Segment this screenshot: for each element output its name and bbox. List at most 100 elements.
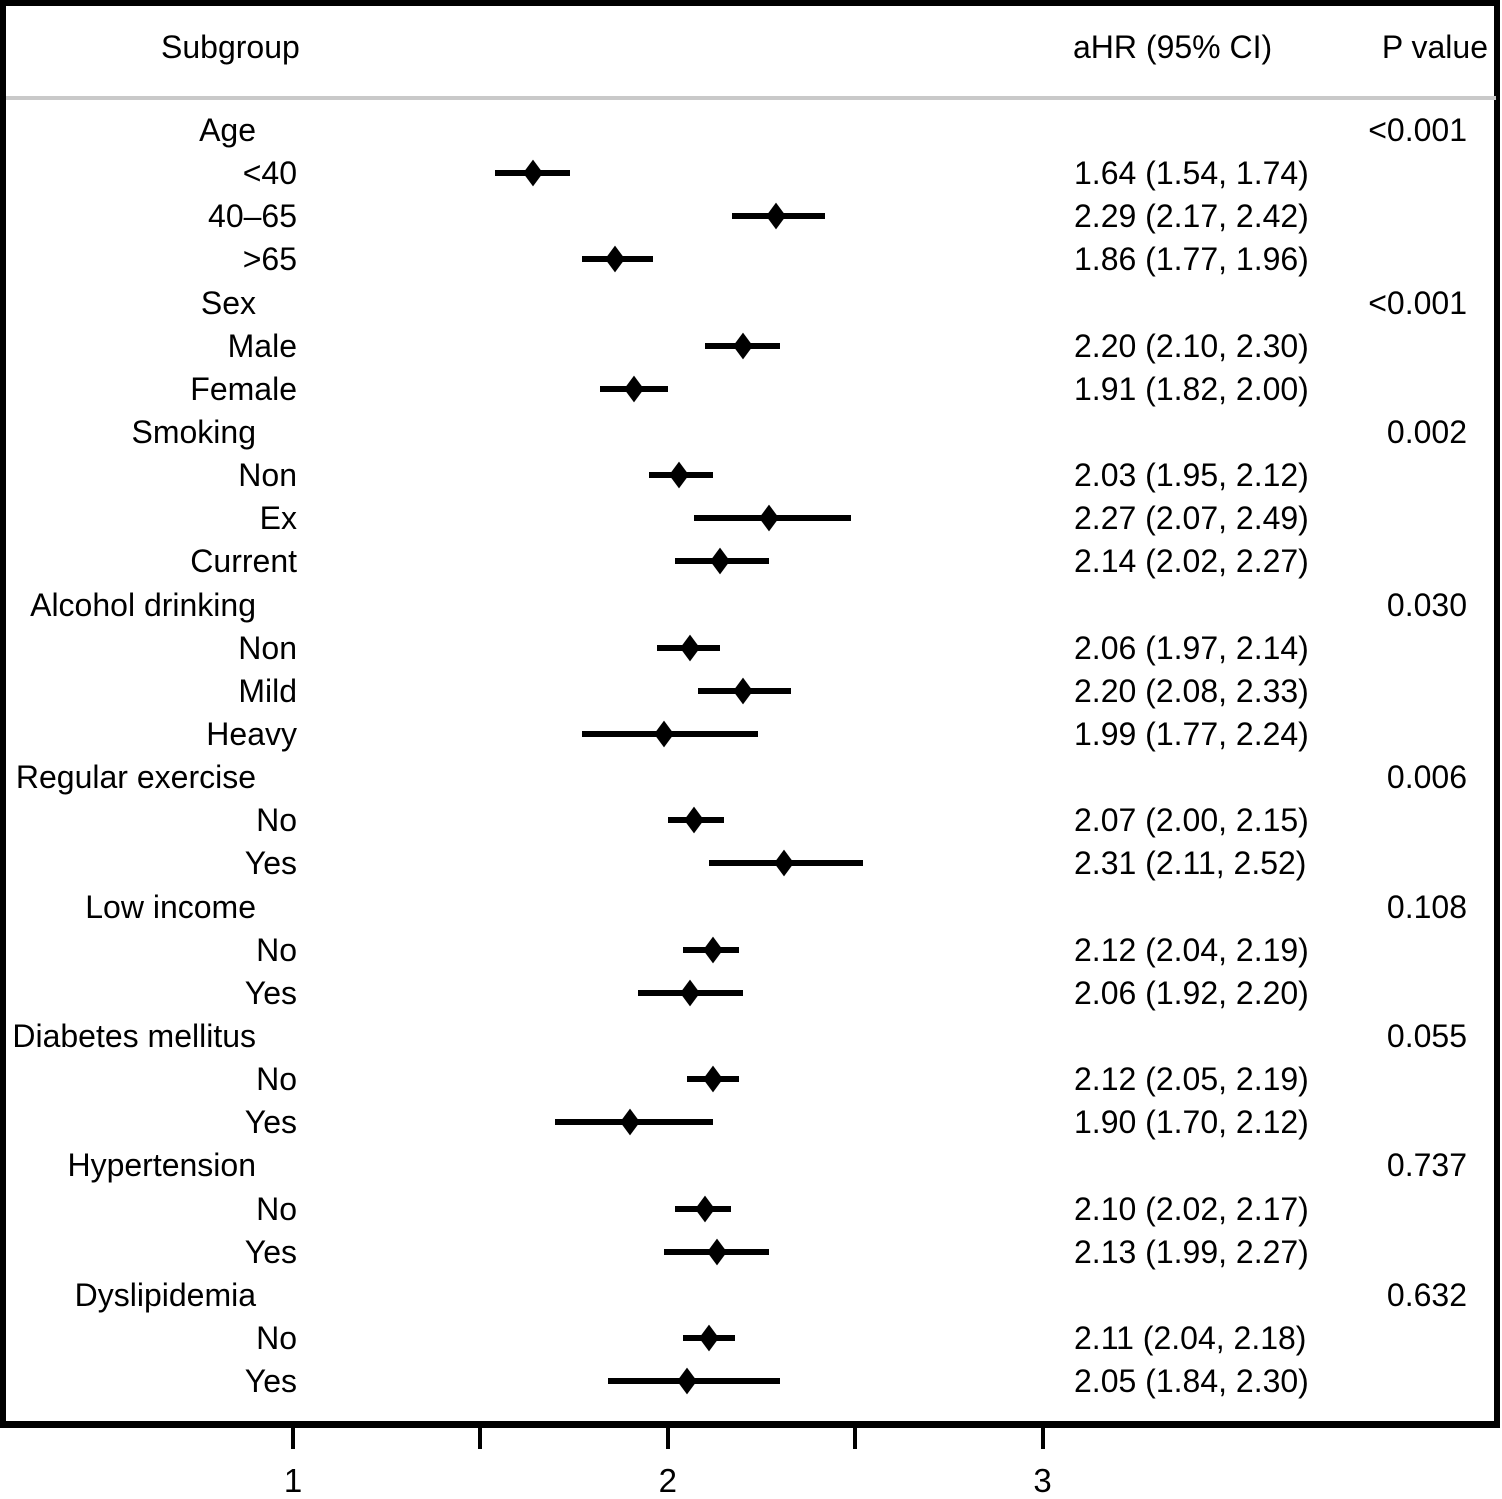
item-label: No: [256, 1319, 297, 1356]
estimate-diamond: [702, 1065, 723, 1093]
group-row: Low income 0.108: [0, 886, 1502, 928]
ahr-value: 2.27 (2.07, 2.49): [1074, 500, 1309, 537]
x-axis-tick-label: 2: [658, 1462, 677, 1499]
item-row: Male 2.20 (2.10, 2.30): [0, 325, 1502, 367]
p-value: 0.055: [1386, 1017, 1467, 1054]
group-label: Age: [199, 112, 256, 148]
item-row: No 2.10 (2.02, 2.17): [0, 1188, 1502, 1230]
group-row: Dyslipidemia 0.632: [0, 1274, 1502, 1316]
p-value: 0.030: [1386, 586, 1467, 623]
item-row: Yes 2.13 (1.99, 2.27): [0, 1231, 1502, 1273]
item-label: No: [256, 1190, 297, 1227]
item-label: Female: [190, 370, 297, 407]
item-row: Mild 2.20 (2.08, 2.33): [0, 670, 1502, 712]
ahr-value: 2.12 (2.05, 2.19): [1074, 1061, 1309, 1097]
item-label: Yes: [244, 1233, 297, 1270]
item-label: Yes: [244, 1363, 297, 1399]
ahr-value: 1.90 (1.70, 2.12): [1074, 1104, 1309, 1141]
x-axis-tick: [478, 1428, 483, 1449]
item-label: Yes: [244, 1104, 297, 1141]
item-label: Non: [238, 457, 297, 494]
estimate-diamond: [710, 548, 731, 575]
group-label: Regular exercise: [15, 759, 256, 796]
ahr-value: 2.10 (2.02, 2.17): [1074, 1190, 1309, 1227]
item-label: 40–65: [208, 198, 297, 235]
group-row: Regular exercise 0.006: [0, 756, 1502, 798]
estimate-diamond: [766, 202, 787, 230]
column-header-pvalue: P value: [1381, 29, 1488, 65]
estimate-diamond: [676, 1367, 697, 1395]
ahr-value: 2.07 (2.00, 2.15): [1074, 802, 1309, 839]
group-row: Sex <0.001: [0, 282, 1502, 324]
item-label: >65: [242, 241, 297, 278]
ahr-value: 2.06 (1.92, 2.20): [1074, 974, 1309, 1011]
x-axis-tick-label: 1: [283, 1462, 303, 1499]
group-label: Hypertension: [67, 1147, 256, 1184]
estimate-diamond: [620, 1108, 641, 1136]
column-header-ahr-ci: aHR (95% CI): [1073, 29, 1273, 65]
item-label: No: [256, 802, 297, 839]
ahr-value: 2.13 (1.99, 2.27): [1074, 1233, 1309, 1270]
x-axis-tick: [1040, 1428, 1045, 1449]
ahr-value: 2.03 (1.95, 2.12): [1074, 457, 1309, 494]
item-row: <40 1.64 (1.54, 1.74): [0, 152, 1502, 194]
p-value: 0.002: [1386, 414, 1467, 450]
item-label: Current: [190, 543, 297, 580]
estimate-diamond: [732, 677, 753, 705]
ahr-value: 2.29 (2.17, 2.42): [1074, 198, 1309, 235]
estimate-diamond: [624, 375, 644, 403]
item-label: Yes: [244, 974, 297, 1011]
ahr-value: 2.14 (2.02, 2.27): [1074, 543, 1309, 580]
ahr-value: 2.06 (1.97, 2.14): [1074, 629, 1309, 666]
ahr-value: 2.20 (2.08, 2.33): [1074, 672, 1309, 709]
estimate-diamond: [680, 634, 701, 662]
item-row: >65 1.86 (1.77, 1.96): [0, 238, 1502, 280]
group-label: Low income: [85, 888, 256, 925]
ahr-value: 2.05 (1.84, 2.30): [1074, 1363, 1309, 1399]
estimate-diamond: [758, 504, 779, 532]
item-row: No 2.12 (2.04, 2.19): [0, 929, 1502, 971]
x-axis-tick-label: 3: [1033, 1462, 1052, 1499]
ahr-value: 2.20 (2.10, 2.30): [1074, 327, 1309, 364]
estimate-diamond: [695, 1195, 716, 1222]
p-value: <0.001: [1368, 112, 1467, 148]
group-row: Diabetes mellitus 0.055: [0, 1015, 1502, 1057]
p-value: 0.006: [1386, 759, 1467, 796]
estimate-diamond: [684, 806, 704, 834]
p-value: 0.632: [1386, 1276, 1467, 1313]
estimate-diamond: [605, 246, 626, 273]
p-value: 0.737: [1386, 1147, 1467, 1184]
item-label: Yes: [244, 845, 297, 882]
item-label: Non: [238, 629, 297, 666]
x-axis-tick: [665, 1428, 670, 1449]
item-row: Yes 2.05 (1.84, 2.30): [0, 1360, 1502, 1402]
p-value: 0.108: [1386, 888, 1467, 925]
ahr-value: 2.11 (2.04, 2.18): [1074, 1319, 1307, 1356]
item-label: No: [256, 1061, 297, 1097]
item-row: Yes 2.31 (2.11, 2.52): [0, 842, 1502, 884]
item-row: Non 2.03 (1.95, 2.12): [0, 454, 1502, 496]
group-label: Alcohol drinking: [30, 586, 256, 623]
estimate-diamond: [706, 1238, 727, 1265]
ahr-value: 1.64 (1.54, 1.74): [1074, 155, 1309, 192]
ahr-value: 1.86 (1.77, 1.96): [1074, 241, 1309, 278]
x-axis-tick: [853, 1428, 858, 1449]
estimate-diamond: [522, 159, 543, 187]
item-label: Male: [227, 327, 297, 364]
item-label: Heavy: [206, 715, 297, 752]
group-row: Smoking 0.002: [0, 411, 1502, 453]
item-row: Yes 1.90 (1.70, 2.12): [0, 1101, 1502, 1143]
estimate-diamond: [699, 1324, 719, 1352]
group-label: Smoking: [131, 414, 257, 450]
item-row: Female 1.91 (1.82, 2.00): [0, 368, 1502, 410]
estimate-diamond: [702, 936, 723, 963]
item-row: Ex 2.27 (2.07, 2.49): [0, 497, 1502, 539]
item-row: No 2.11 (2.04, 2.18): [0, 1317, 1502, 1359]
x-axis-tick: [291, 1428, 295, 1449]
item-row: 40–65 2.29 (2.17, 2.42): [0, 195, 1502, 237]
column-header-subgroup: Subgroup: [161, 29, 300, 65]
item-row: No 2.07 (2.00, 2.15): [0, 799, 1502, 841]
ahr-value: 2.31 (2.11, 2.52): [1074, 845, 1307, 882]
ahr-value: 1.99 (1.77, 2.24): [1074, 715, 1309, 752]
